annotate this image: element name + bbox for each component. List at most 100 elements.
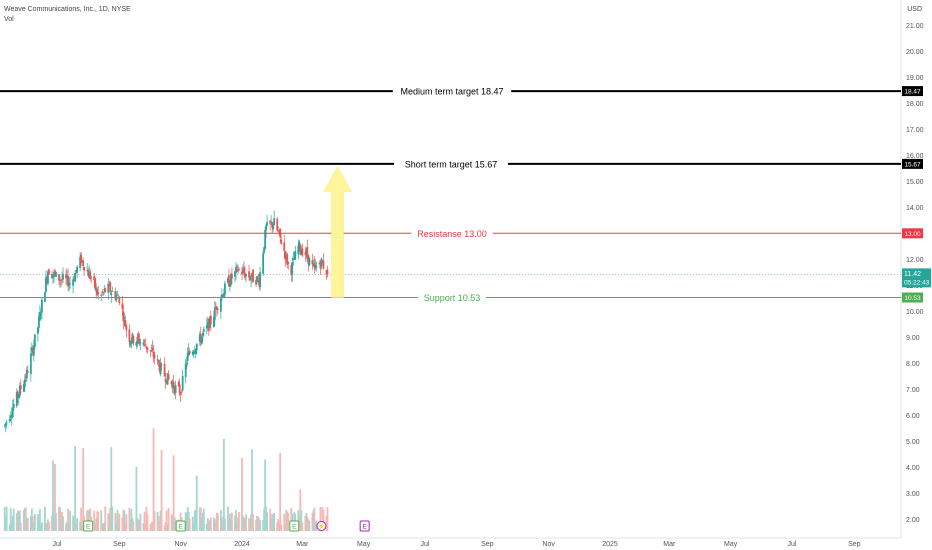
volume-bar	[271, 513, 274, 531]
candle-body	[212, 317, 215, 327]
volume-bar	[75, 525, 78, 531]
candle-body	[83, 267, 86, 271]
earnings-event-icon[interactable]	[175, 520, 186, 532]
candle-body	[223, 293, 225, 298]
candle-body	[16, 391, 19, 398]
volume-bar	[45, 523, 47, 531]
volume-bar	[11, 515, 14, 531]
candle-body	[88, 271, 91, 279]
candle-body	[250, 278, 252, 280]
chart-title: Weave Communications, Inc., 1D, NYSE	[4, 6, 131, 13]
volume-bar	[4, 516, 7, 531]
candle-body	[167, 374, 170, 380]
last-price-tag[interactable]	[902, 268, 931, 288]
volume-bar	[136, 518, 139, 531]
volume-bar	[31, 516, 34, 531]
candle-body	[198, 334, 201, 342]
volume-bar	[46, 523, 48, 531]
volume-bar	[138, 519, 141, 531]
candle-body	[26, 371, 29, 373]
x-tick-label: Sep	[848, 541, 861, 548]
candle-body	[61, 278, 63, 280]
earnings-event-icon[interactable]	[359, 520, 370, 532]
candle-body	[59, 280, 61, 281]
volume-bar	[325, 515, 328, 531]
volume-bar	[82, 448, 85, 531]
y-tick-label: 5.00	[906, 439, 920, 446]
volume-bar	[79, 521, 82, 531]
volume-bar	[93, 510, 96, 531]
earnings-event-icon[interactable]	[83, 520, 94, 532]
volume-bar	[322, 510, 325, 531]
candle-body	[271, 222, 274, 228]
candle-body	[136, 336, 139, 344]
candle-body	[319, 264, 322, 269]
volume-bar	[199, 507, 202, 531]
candle-body	[90, 277, 93, 279]
volume-bar	[160, 450, 163, 531]
candle-body	[300, 251, 303, 255]
candle-body	[245, 274, 247, 277]
currency-label[interactable]: USD	[907, 6, 922, 13]
candle-body	[52, 275, 54, 279]
candle-body	[3, 424, 6, 426]
volume-bar	[171, 515, 174, 531]
volume-bar	[251, 448, 253, 531]
y-tick-label: 4.00	[906, 465, 920, 472]
candle-body	[312, 265, 315, 267]
candle-body	[299, 244, 302, 252]
candle-body	[123, 317, 126, 320]
volume-bar	[305, 513, 308, 531]
volume-bar	[250, 514, 252, 531]
volume-bar	[76, 518, 79, 531]
target-arrow[interactable]	[323, 166, 352, 298]
volume-bar	[33, 513, 36, 531]
candle-body	[22, 384, 25, 392]
candle-body	[207, 319, 210, 331]
x-tick-label: Jul	[787, 541, 796, 548]
candle-body	[177, 382, 180, 386]
volume-bar	[191, 516, 194, 531]
level-label: Resistanse 13.00	[417, 229, 487, 239]
volume-bar	[61, 512, 63, 531]
candle-body	[152, 351, 155, 357]
candle-body	[74, 273, 76, 282]
candle-body	[283, 242, 286, 251]
volume-bar	[130, 508, 133, 531]
candle-body	[41, 299, 43, 313]
lightning-event-icon[interactable]	[316, 521, 327, 531]
volume-bar	[62, 516, 64, 531]
candle-body	[62, 274, 64, 280]
x-tick-label: 2024	[234, 541, 250, 548]
candle-body	[249, 276, 251, 280]
x-tick-label: 2025	[602, 541, 618, 548]
candle-body	[145, 346, 148, 349]
candle-body	[199, 333, 202, 343]
y-tick-label: 14.00	[906, 205, 924, 212]
earnings-event-icon[interactable]	[289, 520, 300, 532]
volume-bar	[114, 512, 117, 531]
candle-body	[80, 254, 83, 264]
volume-bar	[157, 516, 160, 531]
volume-bar	[173, 516, 176, 531]
candle-body	[263, 247, 266, 253]
volume-bar	[97, 511, 100, 531]
candle-body	[79, 256, 82, 269]
candle-body	[311, 259, 314, 265]
y-tick-label: 2.00	[906, 517, 920, 524]
candle-body	[129, 340, 132, 345]
x-tick-label: May	[357, 541, 371, 548]
y-tick-label: 17.00	[906, 127, 924, 134]
candle-body	[32, 345, 35, 356]
candle-body	[308, 257, 311, 266]
volume-bar	[290, 507, 293, 531]
candle-body	[65, 274, 67, 279]
candle-body	[291, 262, 294, 275]
volume-bar	[3, 507, 6, 531]
volume-bar	[256, 515, 258, 531]
volume-bar	[47, 519, 49, 531]
candle-body	[108, 284, 111, 286]
volume-bar	[272, 514, 275, 531]
